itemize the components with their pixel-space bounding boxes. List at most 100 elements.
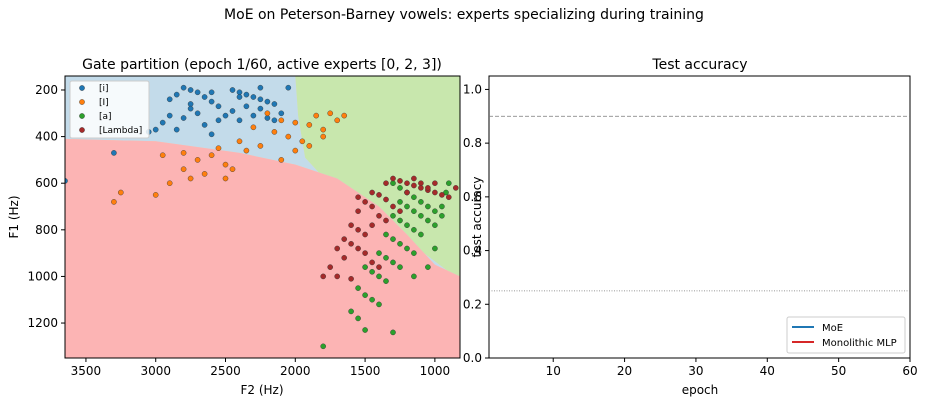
legend-label-I: [I] [99, 98, 109, 108]
point-3-33 [390, 203, 396, 210]
point-0-2 [194, 89, 201, 96]
point-0-35 [166, 112, 173, 119]
point-2-43 [432, 245, 438, 252]
point-3-34 [397, 208, 403, 214]
point-3-11 [383, 196, 389, 203]
right-xtick-label: 60 [902, 364, 917, 378]
gate-partition-chart: 3500 3000 2500 2000 1500 1000 200 400 600 800 1000… [7, 57, 461, 397]
point-2-9 [404, 203, 410, 210]
point-2-44 [439, 203, 445, 210]
point-0-19 [278, 110, 285, 117]
point-0-11 [243, 91, 250, 98]
point-0-10 [236, 89, 243, 96]
point-3-41 [369, 189, 375, 196]
point-3-39 [432, 180, 438, 186]
legend-label-moe: MoE [822, 323, 843, 334]
point-2-21 [397, 240, 403, 247]
right-xtick-label: 50 [831, 364, 846, 378]
point-1-9 [313, 112, 320, 119]
legend-label-lambda: [Lambda] [99, 126, 142, 136]
legend-label-mlp: Monolithic MLP [822, 338, 897, 349]
point-2-16 [404, 222, 410, 228]
left-ytick-label: 600 [35, 176, 58, 190]
point-3-9 [452, 185, 459, 191]
point-0-6 [208, 98, 215, 105]
point-1-7 [285, 133, 292, 140]
point-0-16 [243, 103, 250, 110]
point-3-2 [404, 180, 410, 186]
point-3-14 [355, 208, 361, 214]
region-expert-0 [65, 76, 460, 279]
test-accuracy-chart: 10 20 30 40 50 60 0.0 0.2 0.4 0.6 0.8 1.0 Test accu… [463, 57, 918, 397]
point-2-40 [320, 343, 327, 350]
point-2-6 [432, 208, 438, 214]
right-xtick-label: 10 [546, 364, 561, 378]
point-0-0 [180, 84, 187, 91]
legend-marker-I [79, 99, 85, 105]
point-0-40 [236, 94, 243, 100]
point-0-37 [111, 150, 117, 156]
point-0-22 [236, 117, 243, 124]
point-0-5 [166, 96, 173, 103]
left-xtick-label: 2500 [210, 364, 241, 378]
left-xtick-label: 1000 [420, 364, 451, 378]
point-3-23 [334, 245, 341, 252]
point-2-29 [369, 268, 375, 275]
point-1-1 [278, 117, 285, 124]
right-axes-frame [488, 75, 911, 359]
point-3-3 [411, 182, 417, 189]
point-1-20 [222, 161, 229, 168]
point-2-14 [390, 212, 396, 219]
point-3-37 [418, 180, 424, 186]
right-ytick-label: 0.4 [463, 244, 482, 258]
point-0-29 [222, 112, 229, 119]
point-1-2 [292, 119, 299, 126]
point-0-21 [264, 115, 271, 121]
point-0-1 [187, 87, 194, 93]
point-2-20 [390, 236, 396, 242]
point-2-33 [362, 292, 368, 298]
point-0-24 [180, 115, 187, 121]
point-2-12 [425, 217, 431, 224]
region-expert-2 [295, 76, 460, 279]
right-ytick-label: 0.0 [463, 351, 482, 365]
point-0-23 [194, 110, 201, 117]
point-3-38 [425, 185, 431, 191]
point-3-10 [376, 192, 382, 198]
left-legend-box [69, 80, 150, 139]
point-1-31 [278, 157, 285, 163]
point-2-35 [376, 301, 382, 308]
point-1-4 [320, 126, 327, 133]
left-xtick-label: 3500 [71, 364, 102, 378]
point-3-42 [355, 194, 361, 200]
point-2-17 [411, 226, 417, 233]
point-3-31 [334, 273, 341, 280]
point-0-4 [201, 94, 208, 100]
point-2-42 [425, 264, 431, 270]
point-0-36 [152, 126, 159, 133]
point-0-27 [173, 126, 180, 133]
point-1-13 [236, 138, 243, 145]
point-2-0 [390, 180, 396, 186]
right-xtick-label: 40 [760, 364, 775, 378]
point-0-26 [201, 122, 208, 128]
point-1-26 [180, 150, 187, 156]
point-2-1 [397, 185, 403, 191]
point-2-36 [348, 308, 354, 315]
left-xlabel: F2 (Hz) [240, 383, 283, 397]
point-0-41 [208, 89, 215, 96]
point-0-18 [229, 108, 236, 114]
point-3-1 [397, 178, 403, 184]
point-2-31 [383, 278, 389, 284]
point-2-11 [418, 212, 424, 219]
point-1-29 [306, 143, 313, 149]
point-2-38 [362, 327, 368, 333]
point-0-31 [271, 117, 278, 124]
right-xtick-label: 20 [617, 364, 632, 378]
point-1-21 [229, 166, 236, 172]
right-xlabel: epoch [682, 383, 719, 397]
point-1-22 [187, 175, 194, 182]
point-1-16 [194, 157, 201, 163]
point-3-26 [341, 254, 348, 261]
